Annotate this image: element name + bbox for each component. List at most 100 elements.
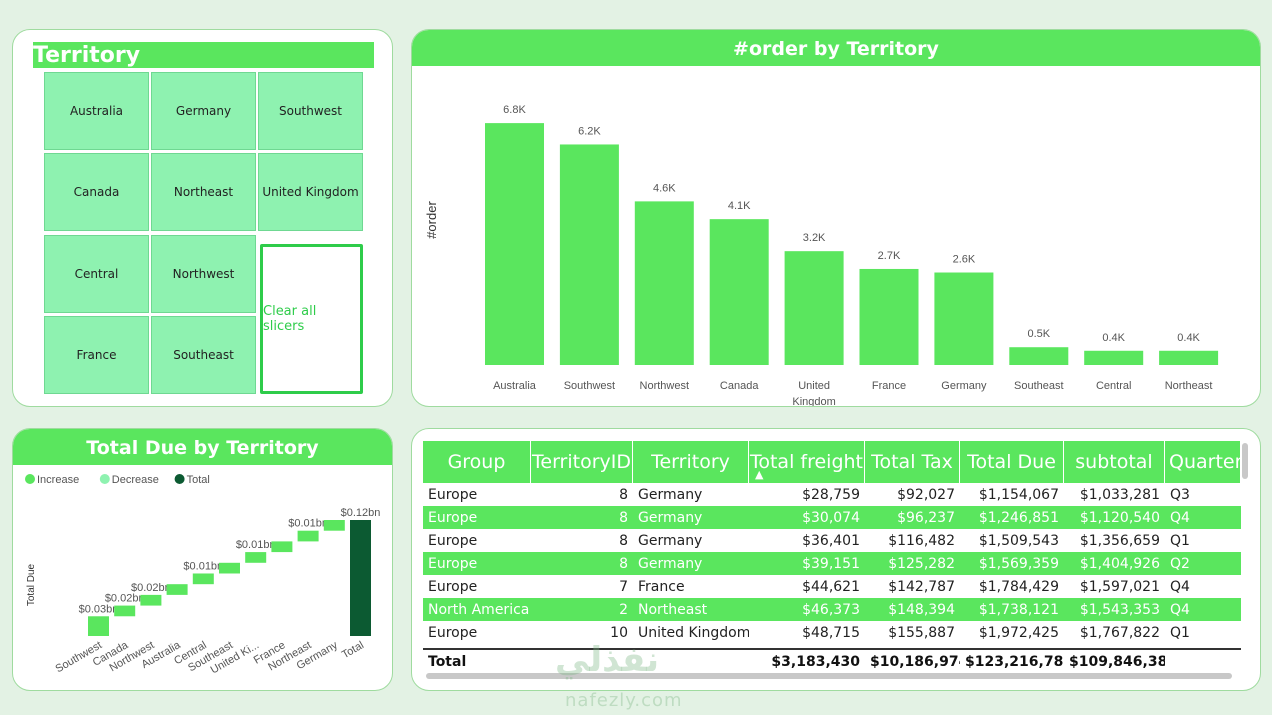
table-cell-territory: France (638, 578, 685, 595)
table-cell-total-due: $1,738,121 (978, 601, 1059, 618)
horizontal-scrollbar[interactable] (426, 673, 1232, 679)
table-cell-group: Europe (428, 555, 478, 572)
column-header-territoryid[interactable]: TerritoryID (531, 441, 633, 483)
slicer-tile-united-kingdom[interactable]: United Kingdom (258, 153, 363, 231)
table-cell-quarter: Q4 (1170, 601, 1190, 618)
legend-marker-increase (25, 474, 35, 484)
table-cell-territory: Germany (638, 532, 703, 549)
bar-data-label-3: 4.6K (653, 182, 676, 194)
slicer-tile-australia[interactable]: Australia (44, 72, 149, 150)
table-cell-total-freight: $39,151 (802, 555, 860, 572)
table-cell-quarter: Q2 (1170, 555, 1190, 572)
bar-10 (1159, 350, 1219, 365)
table-cell-total-freight: $36,401 (802, 532, 860, 549)
slicer-tile-northwest[interactable]: Northwest (151, 235, 256, 313)
bar-data-label-4: 4.1K (728, 200, 751, 212)
x-tick-label-3: Northwest (640, 380, 690, 392)
bar-8 (1009, 347, 1069, 365)
table-cell-total-freight: $46,373 (802, 601, 860, 618)
slicer-tile-southeast[interactable]: Southeast (151, 316, 256, 394)
table-cell-total-due: $1,569,359 (978, 555, 1059, 572)
table-cell-group: Europe (428, 578, 478, 595)
total-cell-6: $123,216,786 (965, 654, 1064, 670)
table-cell-total-due: $1,972,425 (978, 624, 1059, 641)
table-row[interactable]: North America 2 Northeast $46,373 $148,394 $1… (423, 598, 1241, 621)
total-due-by-territory-panel: Total Due by Territory Increase Decrease T… (12, 428, 393, 691)
watermark-logo: نفذلي (555, 640, 660, 680)
bar-5 (784, 251, 844, 365)
table-row[interactable]: Europe 8 Germany $36,401 $116,482 $1,509,543 $… (423, 529, 1241, 552)
table-cell-total-freight: $28,759 (802, 486, 860, 503)
table-header-row: Group TerritoryID Territory Total freigh… (423, 441, 1241, 483)
column-header-total-tax[interactable]: Total Tax (865, 441, 960, 483)
waterfall-bar-5 (192, 573, 214, 585)
column-header-group[interactable]: Group (423, 441, 531, 483)
total-cell-5: $10,186,974 (870, 654, 960, 670)
table-cell-subtotal: $1,543,353 (1079, 601, 1160, 618)
table-cell-total-due: $1,509,543 (978, 532, 1059, 549)
table-row[interactable]: Europe 10 United Kingdom $48,715 $155,887 $1,… (423, 621, 1241, 644)
waterfall-bar-4 (166, 584, 188, 595)
table-row[interactable]: Europe 7 France $44,621 $142,787 $1,784,429 $1… (423, 575, 1241, 598)
order-by-territory-panel: #order by Territory #order 6.8K Australia 6… (411, 29, 1261, 407)
orders-table-panel: Group TerritoryID Territory Total freigh… (411, 428, 1261, 691)
slicer-tile-southwest[interactable]: Southwest (258, 72, 363, 150)
legend-label-total: Total (187, 474, 210, 486)
x-tick-label-6: France (872, 380, 906, 392)
table-cell-total-freight: $48,715 (802, 624, 860, 641)
table-row[interactable]: Europe 8 Germany $39,151 $125,282 $1,569,359 $… (423, 552, 1241, 575)
table-cell-territory: Germany (638, 509, 703, 526)
waterfall-bar-6 (219, 562, 240, 574)
waterfall-bar-8 (271, 541, 293, 553)
slicer-tile-germany[interactable]: Germany (151, 72, 256, 150)
watermark-url: nafezly.com (565, 690, 683, 711)
slicer-tile-canada[interactable]: Canada (44, 153, 149, 231)
column-header-quarter[interactable]: Quarter (1165, 441, 1241, 483)
bar-9 (1084, 350, 1144, 365)
table-cell-territory: Germany (638, 486, 703, 503)
waterfall-data-label-3: $0.02bn (131, 582, 171, 594)
waterfall-data-label-9: $0.01bn (288, 518, 328, 530)
x-tick-label-8: Southeast (1014, 380, 1064, 392)
table-cell-territoryid: 7 (619, 578, 628, 595)
total-cell-4: $3,183,430 (771, 654, 860, 670)
table-cell-total-tax: $155,887 (888, 624, 955, 641)
column-header-subtotal[interactable]: subtotal (1064, 441, 1165, 483)
table-cell-quarter: Q3 (1170, 486, 1190, 503)
table-cell-total-due: $1,246,851 (978, 509, 1059, 526)
table-cell-total-tax: $96,237 (897, 509, 955, 526)
table-row[interactable]: Europe 8 Germany $28,759 $92,027 $1,154,067 $1… (423, 483, 1241, 506)
legend-marker-total (174, 474, 185, 484)
clear-all-slicers-button[interactable]: Clear all slicers (260, 244, 363, 394)
slicer-tile-central[interactable]: Central (44, 235, 149, 313)
table-cell-total-tax: $116,482 (888, 532, 955, 549)
vertical-scrollbar[interactable] (1242, 443, 1248, 479)
table-cell-quarter: Q4 (1170, 509, 1190, 526)
table-cell-group: North America (428, 601, 530, 618)
x-tick-label-5-line-1: United (798, 380, 830, 392)
table-cell-subtotal: $1,356,659 (1079, 532, 1160, 549)
waterfall-bar-1 (88, 616, 109, 636)
column-header-territory[interactable]: Territory (633, 441, 749, 483)
bar-7 (934, 272, 994, 365)
column-header-total-freight[interactable]: Total freight ▲ (749, 441, 865, 483)
table-cell-subtotal: $1,033,281 (1079, 486, 1160, 503)
slicer-tile-france[interactable]: France (44, 316, 149, 394)
table-cell-total-tax: $125,282 (888, 555, 955, 572)
column-header-total-due[interactable]: Total Due (960, 441, 1064, 483)
table-cell-group: Europe (428, 532, 478, 549)
waterfall-title: Total Due by Territory (13, 429, 392, 465)
bar-data-label-5: 3.2K (803, 232, 826, 244)
table-body: Europe 8 Germany $28,759 $92,027 $1,154,067 $1… (423, 483, 1241, 644)
table-cell-subtotal: $1,120,540 (1079, 509, 1160, 526)
bar-data-label-10: 0.4K (1177, 332, 1200, 344)
waterfall-bar-7 (245, 552, 267, 563)
table-cell-total-due: $1,784,429 (978, 578, 1059, 595)
table-cell-territoryid: 8 (619, 486, 628, 503)
waterfall-bar-11 (350, 520, 371, 636)
table-row[interactable]: Europe 8 Germany $30,074 $96,237 $1,246,851 $1… (423, 506, 1241, 529)
sort-ascending-icon: ▲ (755, 468, 764, 481)
slicer-tile-northeast[interactable]: Northeast (151, 153, 256, 231)
orders-table: Group TerritoryID Territory Total freigh… (423, 441, 1241, 674)
bar-data-label-7: 2.6K (953, 254, 976, 266)
